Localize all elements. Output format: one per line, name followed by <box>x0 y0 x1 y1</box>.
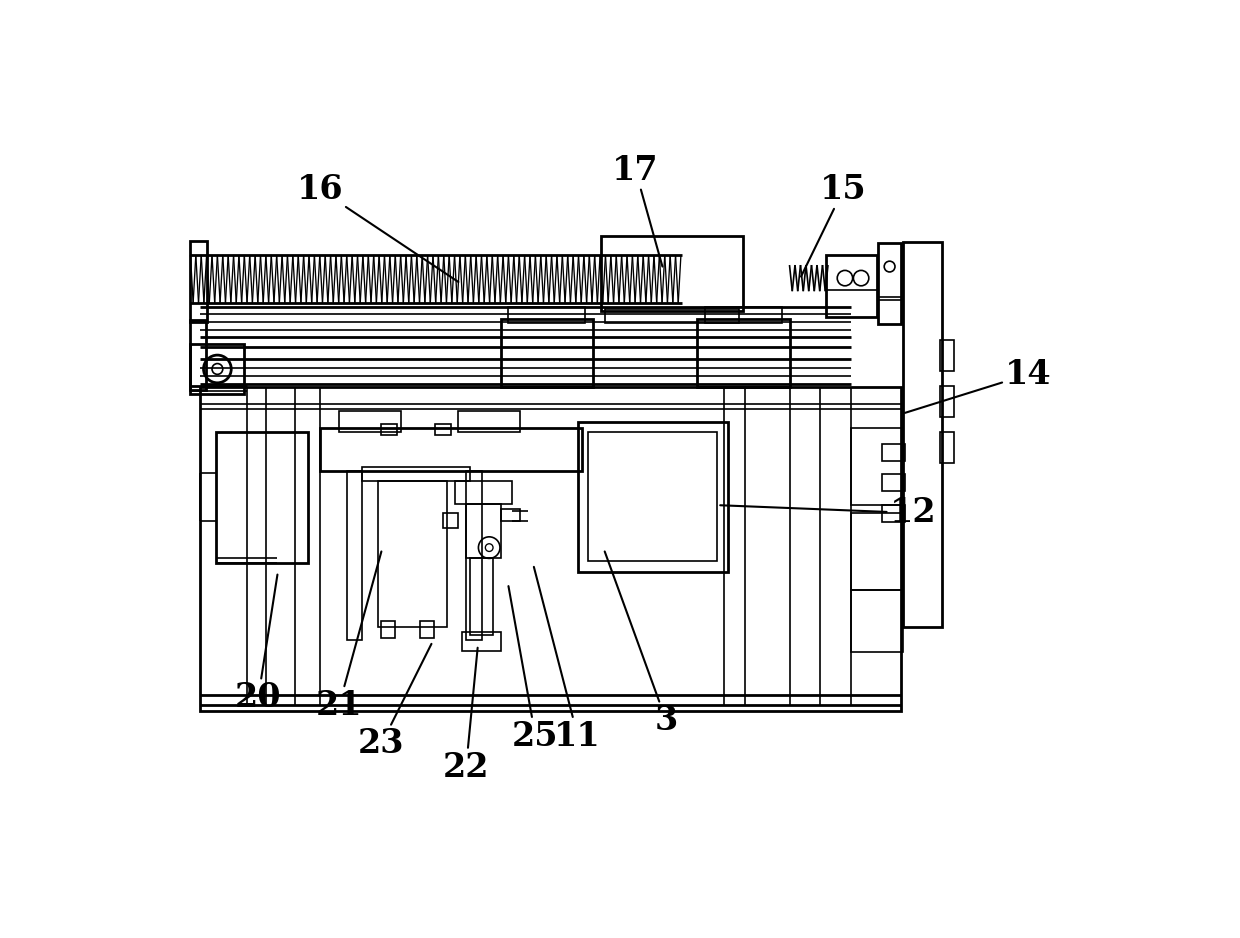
Bar <box>878 244 901 325</box>
Bar <box>501 509 520 521</box>
Text: 14: 14 <box>905 358 1052 413</box>
Bar <box>455 480 512 504</box>
Text: 23: 23 <box>358 643 432 761</box>
Text: 11: 11 <box>534 567 601 753</box>
Bar <box>601 235 743 311</box>
Bar <box>191 241 207 322</box>
Bar <box>882 444 905 461</box>
Bar <box>201 387 901 711</box>
Bar <box>191 321 206 390</box>
Bar <box>704 308 781 323</box>
Bar <box>377 480 446 627</box>
Bar <box>851 590 904 652</box>
Text: 22: 22 <box>443 648 490 783</box>
Bar <box>826 255 877 317</box>
Bar <box>320 429 582 471</box>
Bar <box>459 411 520 432</box>
Bar <box>588 432 717 562</box>
Bar <box>466 504 501 557</box>
Bar <box>362 467 470 480</box>
Text: 15: 15 <box>801 173 867 277</box>
Bar <box>882 506 905 522</box>
Bar <box>470 557 494 635</box>
Bar <box>216 432 309 563</box>
Bar <box>605 309 739 323</box>
Bar <box>435 424 450 435</box>
Text: 3: 3 <box>605 552 678 737</box>
Text: 20: 20 <box>234 575 281 714</box>
Bar <box>382 424 397 435</box>
Bar <box>382 621 396 638</box>
Bar <box>463 631 501 651</box>
Bar <box>940 432 954 463</box>
Bar <box>420 621 434 638</box>
Bar <box>851 513 904 590</box>
Bar <box>904 242 942 627</box>
Text: 17: 17 <box>613 154 662 266</box>
Bar <box>578 422 728 572</box>
Bar <box>501 319 593 386</box>
Bar <box>940 386 954 416</box>
Bar <box>882 475 905 492</box>
Text: 21: 21 <box>316 552 382 722</box>
Bar <box>191 343 244 394</box>
Bar <box>851 429 904 506</box>
Text: 16: 16 <box>296 173 459 282</box>
Text: 12: 12 <box>720 496 936 529</box>
Bar <box>339 411 401 432</box>
Bar <box>466 471 481 640</box>
Bar <box>508 308 585 323</box>
Bar <box>940 340 954 371</box>
Bar <box>443 513 459 528</box>
Text: 25: 25 <box>508 586 559 753</box>
Bar <box>697 319 790 386</box>
Bar <box>347 471 362 640</box>
